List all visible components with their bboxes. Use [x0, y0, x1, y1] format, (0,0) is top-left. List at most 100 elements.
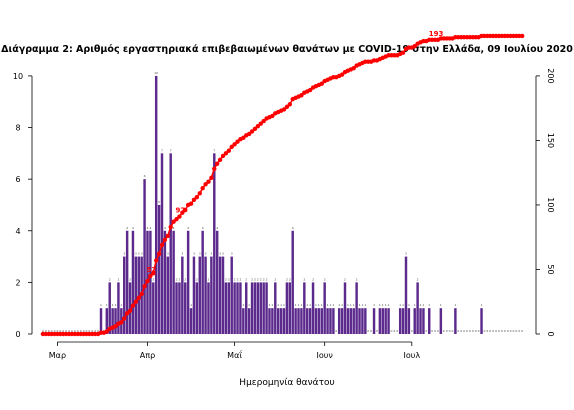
- bar: [340, 308, 344, 334]
- bar-value-label: 0: [469, 329, 471, 333]
- bar-value-label: 1: [399, 303, 401, 307]
- bar-value-label: 2: [228, 277, 230, 281]
- bar: [186, 230, 190, 334]
- cumulative-point: [284, 104, 290, 110]
- bar-value-label: 0: [510, 329, 512, 333]
- bar-value-label: 0: [437, 329, 439, 333]
- bar-value-label: 1: [327, 303, 329, 307]
- bar-value-label: 1: [350, 303, 352, 307]
- bar-value-label: 1: [353, 303, 355, 307]
- cumulative-point: [232, 142, 237, 147]
- bar: [262, 282, 265, 334]
- bar-value-label: 0: [443, 329, 445, 333]
- bar: [323, 282, 326, 334]
- bar-value-label: 0: [88, 329, 90, 333]
- bar-value-label: 4: [149, 226, 151, 230]
- bar: [294, 308, 297, 334]
- cumulative-point: [197, 191, 202, 196]
- bar-value-label: 3: [219, 252, 221, 256]
- bar-value-label: 0: [518, 329, 520, 333]
- bar: [149, 230, 152, 334]
- bar-value-label: 1: [361, 303, 363, 307]
- bar: [268, 308, 271, 334]
- cumulative-point: [148, 273, 153, 279]
- y-axis-left-tick-label: 8: [15, 124, 20, 133]
- bar-value-label: 1: [420, 303, 422, 307]
- bar: [128, 282, 132, 334]
- y-axis-left-tick-label: 6: [15, 175, 20, 184]
- bar-value-label: 2: [208, 277, 210, 281]
- bar-value-label: 1: [309, 303, 311, 307]
- bar-value-label: 2: [312, 277, 314, 281]
- bar: [259, 282, 262, 334]
- bar: [143, 179, 146, 334]
- bar-value-label: 1: [422, 303, 424, 307]
- bar-value-label: 1: [298, 303, 300, 307]
- cumulative-value-label: 193: [429, 30, 444, 38]
- cumulative-point: [412, 44, 417, 49]
- bar: [201, 230, 204, 334]
- bar: [398, 308, 402, 334]
- bar-value-label: 1: [269, 303, 271, 307]
- cumulative-point: [200, 185, 205, 191]
- bar: [378, 308, 382, 334]
- bar-value-label: 3: [167, 252, 169, 256]
- cumulative-point: [113, 324, 118, 329]
- bar: [172, 230, 175, 334]
- cumulative-point: [206, 179, 211, 184]
- cumulative-point: [203, 182, 208, 187]
- bar-value-label: 2: [289, 277, 291, 281]
- bar-value-label: 1: [382, 303, 384, 307]
- bar-value-label: 1: [373, 303, 375, 307]
- bar-value-label: 3: [231, 252, 233, 256]
- bar: [300, 308, 303, 334]
- bar-value-label: 2: [196, 277, 198, 281]
- bar-value-label: 0: [391, 329, 393, 333]
- cumulative-point: [258, 121, 263, 126]
- cumulative-point: [217, 157, 223, 162]
- bar: [387, 308, 390, 334]
- bar-value-label: 1: [100, 303, 102, 307]
- bar-value-label: 0: [452, 329, 454, 333]
- cumulative-point: [287, 102, 293, 107]
- cumulative-point: [226, 148, 232, 153]
- bar-value-label: 3: [193, 252, 195, 256]
- bar: [413, 308, 416, 334]
- bar-value-label: 1: [321, 303, 323, 307]
- cumulative-point: [142, 284, 147, 289]
- bar-value-label: 4: [202, 226, 204, 230]
- bar-value-label: 2: [254, 277, 256, 281]
- bar-value-label: 0: [91, 329, 93, 333]
- bar: [364, 308, 367, 334]
- bar-value-label: 3: [138, 252, 140, 256]
- bar-value-label: 2: [225, 277, 227, 281]
- bar: [134, 256, 138, 334]
- bar: [384, 308, 387, 334]
- bar-value-label: 0: [65, 329, 67, 333]
- bar: [111, 308, 114, 334]
- bar-value-label: 0: [457, 329, 459, 333]
- bar: [419, 308, 422, 334]
- bar-value-label: 1: [388, 303, 390, 307]
- bar: [265, 282, 268, 334]
- bar: [271, 308, 274, 334]
- cumulative-point: [214, 161, 220, 166]
- bar: [329, 308, 332, 334]
- bar-value-label: 2: [109, 277, 111, 281]
- bar: [105, 308, 109, 334]
- bar-value-label: 1: [454, 303, 456, 307]
- bar: [236, 282, 239, 334]
- cumulative-point: [122, 316, 127, 321]
- cumulative-point: [133, 299, 139, 304]
- bar-value-label: 1: [295, 303, 297, 307]
- bar-value-label: 0: [434, 329, 436, 333]
- bar: [250, 282, 254, 334]
- bar-value-label: 0: [59, 329, 61, 333]
- bar: [372, 308, 376, 334]
- x-axis-tick-label: Μαρ: [49, 351, 66, 360]
- bar-value-label: 3: [135, 252, 137, 256]
- cumulative-point: [104, 329, 110, 334]
- bar: [381, 308, 384, 334]
- bar-value-label: 2: [184, 277, 186, 281]
